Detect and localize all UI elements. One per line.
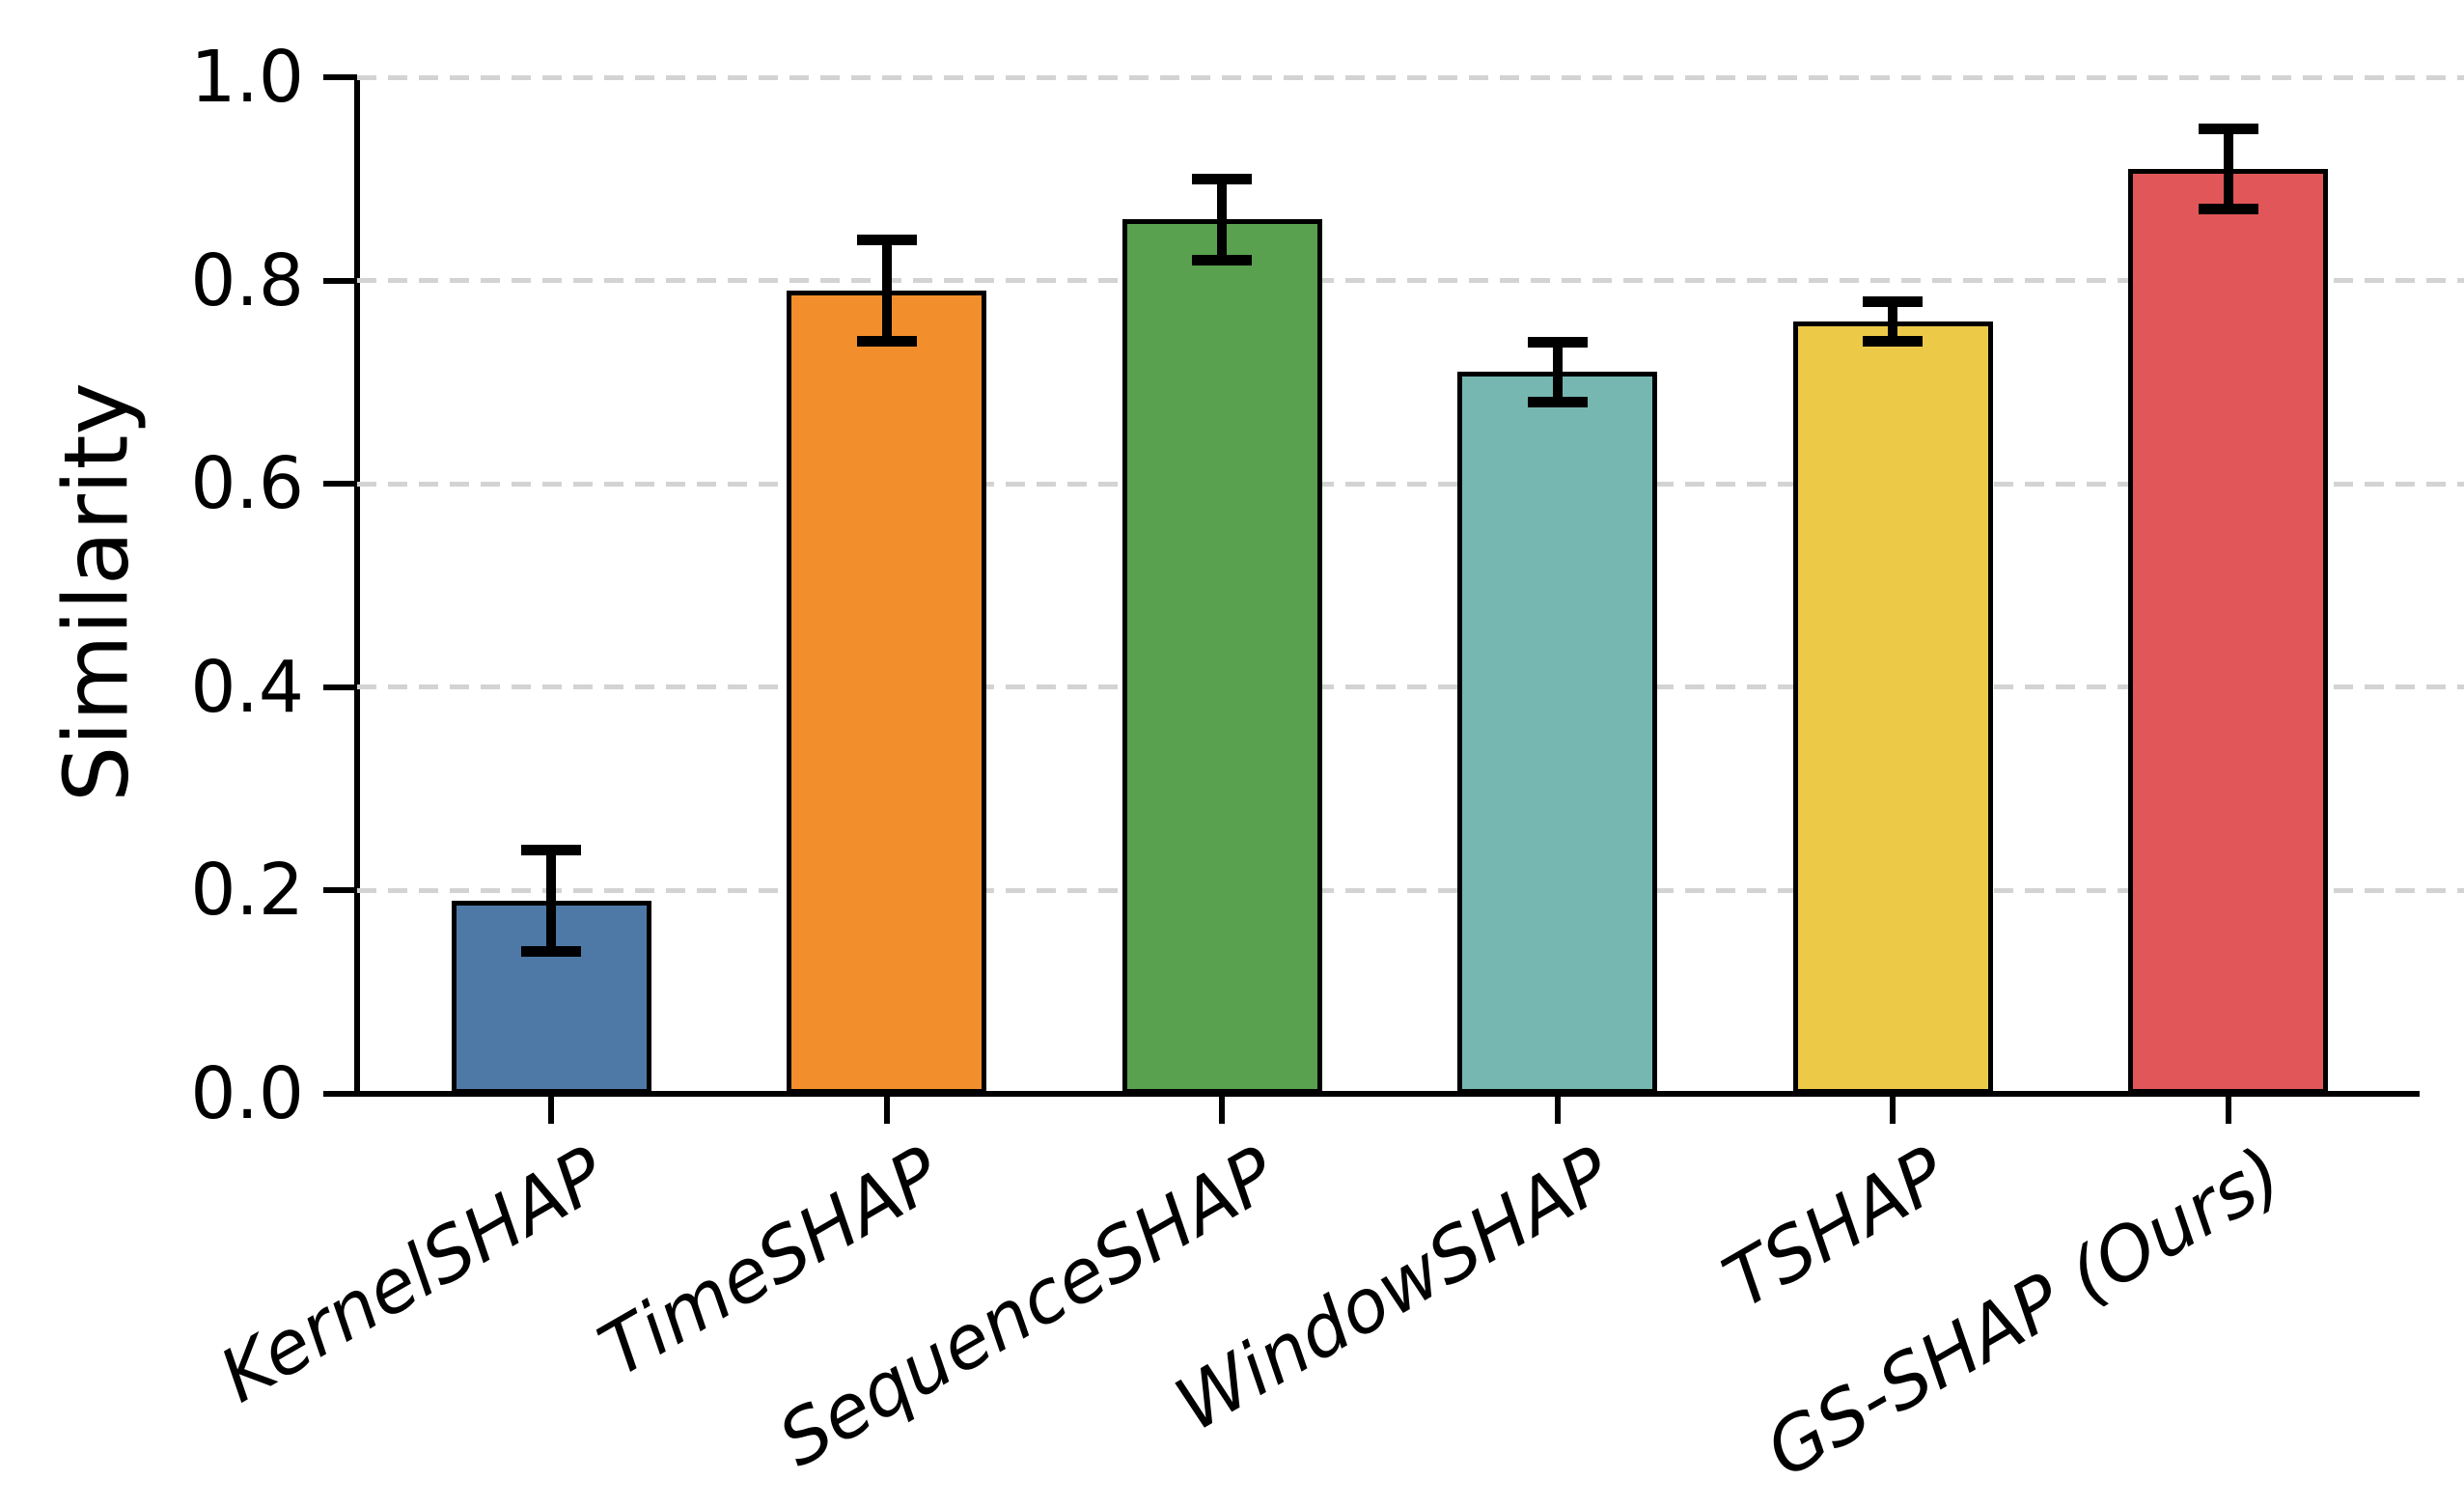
error-bar-bottom-cap [856,335,917,347]
gridline [357,278,2464,284]
error-bar-bottom-cap [2198,203,2258,214]
gridline [357,481,2464,487]
error-bar-top-cap [521,845,581,856]
gridline [357,684,2464,690]
y-tick-label: 0.0 [190,1052,304,1135]
y-axis-tick [323,887,357,894]
y-tick-label: 1.0 [190,36,304,119]
error-bar [1217,179,1227,261]
error-bar [2223,127,2233,209]
y-axis-spine [354,75,360,1097]
y-axis-tick [323,277,357,284]
gridline [357,74,2464,80]
bar [1121,219,1322,1094]
y-axis-tick [323,1091,357,1097]
x-axis-tick [2225,1097,2231,1124]
error-bar [881,239,892,342]
gridline [357,887,2464,893]
y-tick-label: 0.4 [190,645,304,729]
bar [1457,372,1657,1094]
error-bar-top-cap [1527,336,1588,348]
x-axis-tick [1890,1097,1896,1124]
x-axis-tick [548,1097,554,1124]
error-bar-bottom-cap [1863,335,1923,347]
x-axis-tick [883,1097,890,1124]
x-axis-tick [1219,1097,1225,1124]
error-bar [1888,300,1897,342]
y-tick-label: 0.8 [190,238,304,322]
x-axis-tick [1554,1097,1561,1124]
y-tick-label: 0.6 [190,442,304,526]
bar [787,291,986,1094]
y-axis-tick [323,481,357,488]
error-bar-top-cap [856,235,917,246]
bar [2128,168,2328,1094]
error-bar-top-cap [1863,295,1923,307]
error-bar [546,850,556,952]
error-bar [1552,341,1563,403]
error-bar-top-cap [2198,123,2258,134]
error-bar-top-cap [1192,174,1252,185]
x-tick-label: KernelSHAP [205,1130,620,1419]
bar [1792,321,1993,1094]
error-bar-bottom-cap [1527,396,1588,407]
y-axis-tick [323,74,357,80]
y-tick-label: 0.2 [190,849,304,933]
error-bar-bottom-cap [1192,254,1252,265]
x-tick-label: TSHAP [1709,1130,1961,1326]
error-bar-bottom-cap [521,945,581,957]
x-axis-spine [354,1091,2420,1097]
y-axis-tick [323,684,357,690]
